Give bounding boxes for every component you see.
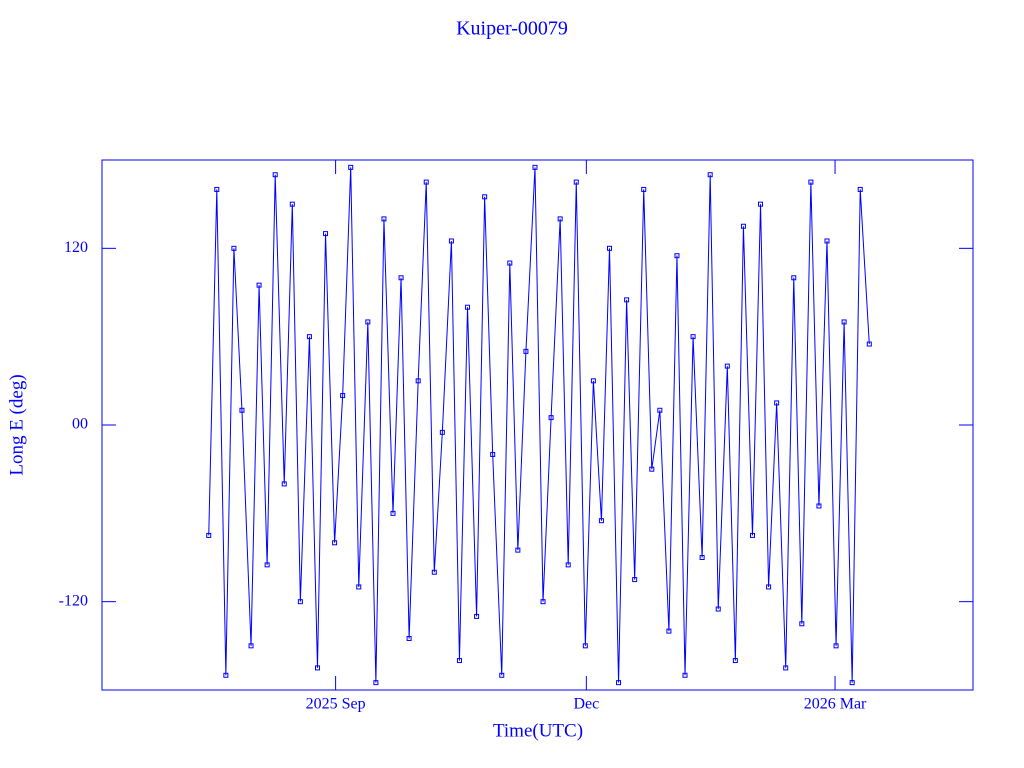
data-point (398, 275, 404, 281)
data-point (816, 503, 822, 509)
data-point (824, 238, 830, 244)
data-point (206, 532, 212, 538)
data-point (415, 378, 421, 384)
data-point (390, 510, 396, 516)
data-point (573, 179, 579, 185)
data-point (474, 613, 480, 619)
data-point (749, 532, 755, 538)
data-point (699, 555, 705, 560)
data-point (582, 643, 588, 649)
data-point (590, 378, 596, 384)
data-point (448, 238, 454, 244)
data-point (348, 164, 354, 170)
data-point (766, 584, 772, 590)
data-point (632, 577, 638, 583)
data-point (306, 334, 312, 340)
data-point (791, 275, 797, 281)
data-point (606, 245, 612, 251)
data-point (456, 658, 462, 664)
data-point (866, 341, 872, 347)
data-point (724, 363, 730, 369)
data-point (674, 253, 680, 259)
data-point (423, 179, 429, 185)
data-point (272, 172, 278, 178)
data-point (482, 194, 488, 200)
data-point (616, 680, 622, 686)
data-point (758, 201, 764, 207)
data-point (666, 628, 672, 634)
data-point (465, 304, 471, 310)
data-point (490, 451, 496, 457)
data-point (641, 186, 647, 192)
data-point (808, 179, 814, 185)
data-point (499, 672, 505, 678)
data-point (373, 680, 379, 686)
data-point (548, 415, 554, 421)
x-tick-label: 2026 Mar (804, 696, 867, 713)
y-tick-label: 120 (64, 239, 88, 256)
x-tick-label: 2025 Sep (306, 696, 366, 713)
data-point (540, 599, 546, 605)
data-point (833, 643, 839, 649)
data-point (515, 547, 521, 553)
data-point (248, 643, 254, 649)
data-point (732, 658, 738, 664)
data-point (624, 297, 630, 303)
data-point (715, 606, 721, 612)
data-point (707, 172, 713, 178)
data-point (857, 186, 863, 192)
data-point (381, 216, 387, 222)
data-point (774, 400, 780, 406)
data-point (657, 407, 663, 413)
data-point (849, 680, 855, 686)
data-point (740, 223, 746, 229)
data-point (214, 186, 220, 192)
x-axis-label: Time(UTC) (493, 720, 583, 741)
data-point (439, 429, 445, 435)
data-point (231, 245, 237, 251)
data-point (264, 562, 270, 568)
data-point (332, 540, 338, 546)
data-point (431, 569, 437, 575)
y-tick-label: -120 (59, 592, 88, 609)
chart-title: Kuiper-00079 (456, 18, 568, 40)
data-point (649, 466, 655, 472)
data-point (356, 584, 362, 590)
data-point (239, 407, 245, 413)
data-point (406, 635, 412, 641)
y-tick-label: 00 (72, 416, 88, 433)
data-point (532, 164, 538, 170)
data-point (690, 334, 696, 340)
x-tick-label: Dec (573, 696, 599, 713)
data-point (598, 518, 604, 524)
data-point (783, 665, 789, 671)
data-point (323, 231, 329, 237)
data-point (799, 621, 805, 627)
data-point (557, 216, 563, 222)
data-point (340, 393, 346, 399)
y-axis-label: Long E (deg) (6, 374, 27, 475)
data-point (507, 260, 513, 266)
data-point (256, 282, 262, 288)
data-point (297, 599, 303, 605)
data-point (281, 481, 287, 487)
data-point (682, 672, 688, 678)
series-line (208, 167, 870, 683)
plot-frame (101, 159, 974, 691)
data-point (565, 562, 571, 568)
data-point (841, 319, 847, 325)
data-point (289, 201, 295, 207)
data-point (223, 672, 229, 678)
data-point (523, 348, 529, 354)
data-point (314, 665, 320, 671)
data-point (365, 319, 371, 325)
